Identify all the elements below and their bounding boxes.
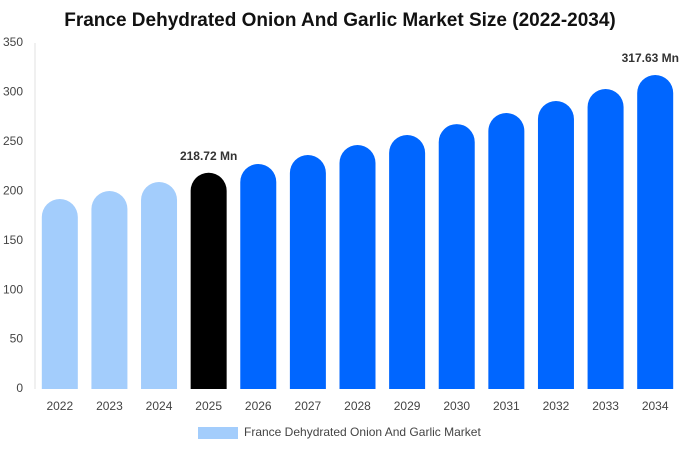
bar	[240, 164, 277, 389]
x-tick-label: 2028	[344, 399, 371, 413]
y-tick-label: 300	[3, 85, 23, 99]
x-tick-label: 2022	[46, 399, 73, 413]
bar	[587, 88, 624, 390]
bar	[637, 75, 674, 389]
legend-swatch	[198, 427, 238, 439]
x-tick-label: 2023	[96, 399, 123, 413]
bar	[488, 113, 525, 389]
x-tick-label: 2027	[295, 399, 322, 413]
y-tick-label: 250	[3, 134, 23, 148]
bar	[91, 190, 128, 389]
x-tick-label: 2034	[642, 399, 669, 413]
y-tick-label: 0	[16, 381, 23, 395]
x-tick-label: 2033	[592, 399, 619, 413]
bar	[389, 135, 426, 389]
legend-label: France Dehydrated Onion And Garlic Marke…	[244, 425, 481, 439]
x-tick-label: 2024	[146, 399, 173, 413]
x-tick-label: 2029	[394, 399, 421, 413]
x-tick-label: 2025	[195, 399, 222, 413]
value-label: 317.63 Mn	[622, 51, 679, 65]
bar	[141, 182, 178, 389]
bar	[438, 124, 475, 389]
x-tick-label: 2030	[443, 399, 470, 413]
y-tick-label: 350	[3, 35, 23, 49]
y-tick-label: 150	[3, 233, 23, 247]
x-tick-label: 2032	[543, 399, 570, 413]
bar	[41, 199, 78, 389]
x-tick-label: 2031	[493, 399, 520, 413]
y-tick-label: 100	[3, 282, 23, 296]
x-tick-label: 2026	[245, 399, 272, 413]
y-tick-label: 200	[3, 183, 23, 197]
bar	[190, 172, 227, 389]
value-label: 218.72 Mn	[180, 149, 237, 163]
bar	[537, 101, 574, 390]
bar	[339, 145, 376, 389]
y-tick-label: 50	[10, 332, 24, 346]
chart-title: France Dehydrated Onion And Garlic Marke…	[64, 10, 616, 31]
bar	[289, 155, 326, 389]
